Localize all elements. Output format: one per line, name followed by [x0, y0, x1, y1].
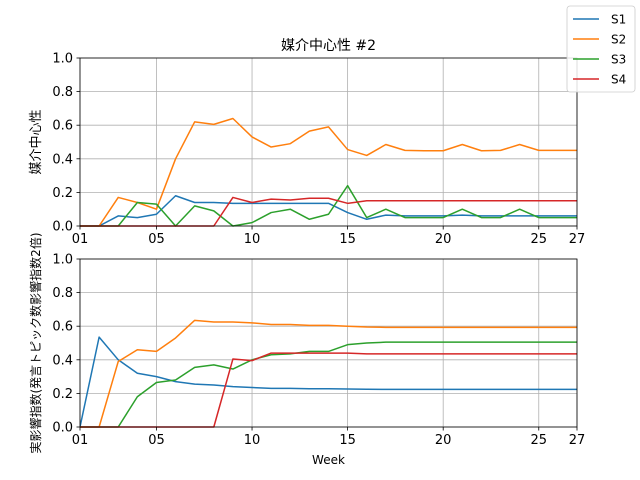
chart-0-series-line-s4	[80, 196, 577, 227]
chart-1-x-tick-label-5: 25	[530, 433, 547, 448]
chart-1-x-axis-label: Week	[312, 453, 345, 467]
chart-0-y-axis-label: 媒介中心性	[29, 109, 44, 174]
legend-label-s3: S3	[611, 53, 626, 67]
chart-0-x-tick-label-6: 27	[569, 232, 586, 247]
chart-0-y-tick-label-3: 0.6	[52, 119, 73, 134]
chart-1-series-line-s1	[80, 336, 577, 428]
chart-0-x-tick-label-2: 10	[244, 232, 261, 247]
legend-label-s4: S4	[611, 73, 626, 87]
chart-0-title: 媒介中心性 #2	[281, 38, 376, 54]
chart-1-x-tick-label-6: 27	[569, 433, 586, 448]
chart-1-series-line-s3	[80, 341, 577, 428]
chart-1-series-line-s2	[80, 319, 577, 428]
legend-box	[566, 5, 636, 93]
chart-1-y-tick-label-2: 0.4	[52, 353, 73, 368]
legend-label-s1: S1	[611, 13, 626, 27]
chart-0-y-tick-label-0: 0.0	[52, 220, 73, 235]
top-chart-panel: 01 05 10 15 20 25 27 0.0 0.2 0.4 0.6 0.8 1.0 媒介中心性 #2…	[29, 38, 585, 247]
chart-1-y-tick-label-4: 0.8	[52, 286, 73, 301]
chart-0-x-tick-label-0: 01	[72, 232, 89, 247]
chart-0-series-line-s1	[80, 195, 577, 227]
chart-1-x-tick-label-2: 10	[244, 433, 261, 448]
chart-1-y-axis-label: 実影響指数(発言トピック数影響指数2倍)	[28, 233, 43, 454]
chart-0-y-tick-label-1: 0.2	[52, 186, 73, 201]
bottom-chart-panel: 01 05 10 15 20 25 27 0.0 0.2 0.4 0.6 0.8 1.0 Week 実影響指…	[28, 233, 585, 468]
chart-0-x-tick-label-3: 15	[339, 232, 356, 247]
legend: S1 S2 S3 S4	[566, 5, 636, 93]
chart-1-x-tick-label-4: 20	[435, 433, 452, 448]
chart-1-x-tick-label-0: 01	[72, 433, 89, 448]
chart-0-y-tick-label-4: 0.8	[52, 85, 73, 100]
chart-1-y-tick-label-1: 0.2	[52, 387, 73, 402]
chart-0-x-tick-label-4: 20	[435, 232, 452, 247]
chart-1-y-tick-label-3: 0.6	[52, 320, 73, 335]
chart-1-x-tick-label-3: 15	[339, 433, 356, 448]
chart-0-x-tick-label-5: 25	[530, 232, 547, 247]
chart-0-y-tick-label-5: 1.0	[52, 52, 73, 67]
chart-1-x-tick-label-1: 05	[148, 433, 165, 448]
chart-1-y-tick-label-0: 0.0	[52, 421, 73, 436]
chart-0-x-tick-label-1: 05	[148, 232, 165, 247]
chart-1-axes-frame	[79, 258, 578, 428]
chart-0-y-tick-label-2: 0.4	[52, 152, 73, 167]
chart-0-axes-frame	[79, 57, 578, 227]
legend-label-s2: S2	[611, 33, 626, 47]
chart-1-y-tick-label-5: 1.0	[52, 253, 73, 268]
chart-0-series-line-s2	[80, 117, 577, 227]
chart-0-series-line-s3	[80, 184, 577, 227]
